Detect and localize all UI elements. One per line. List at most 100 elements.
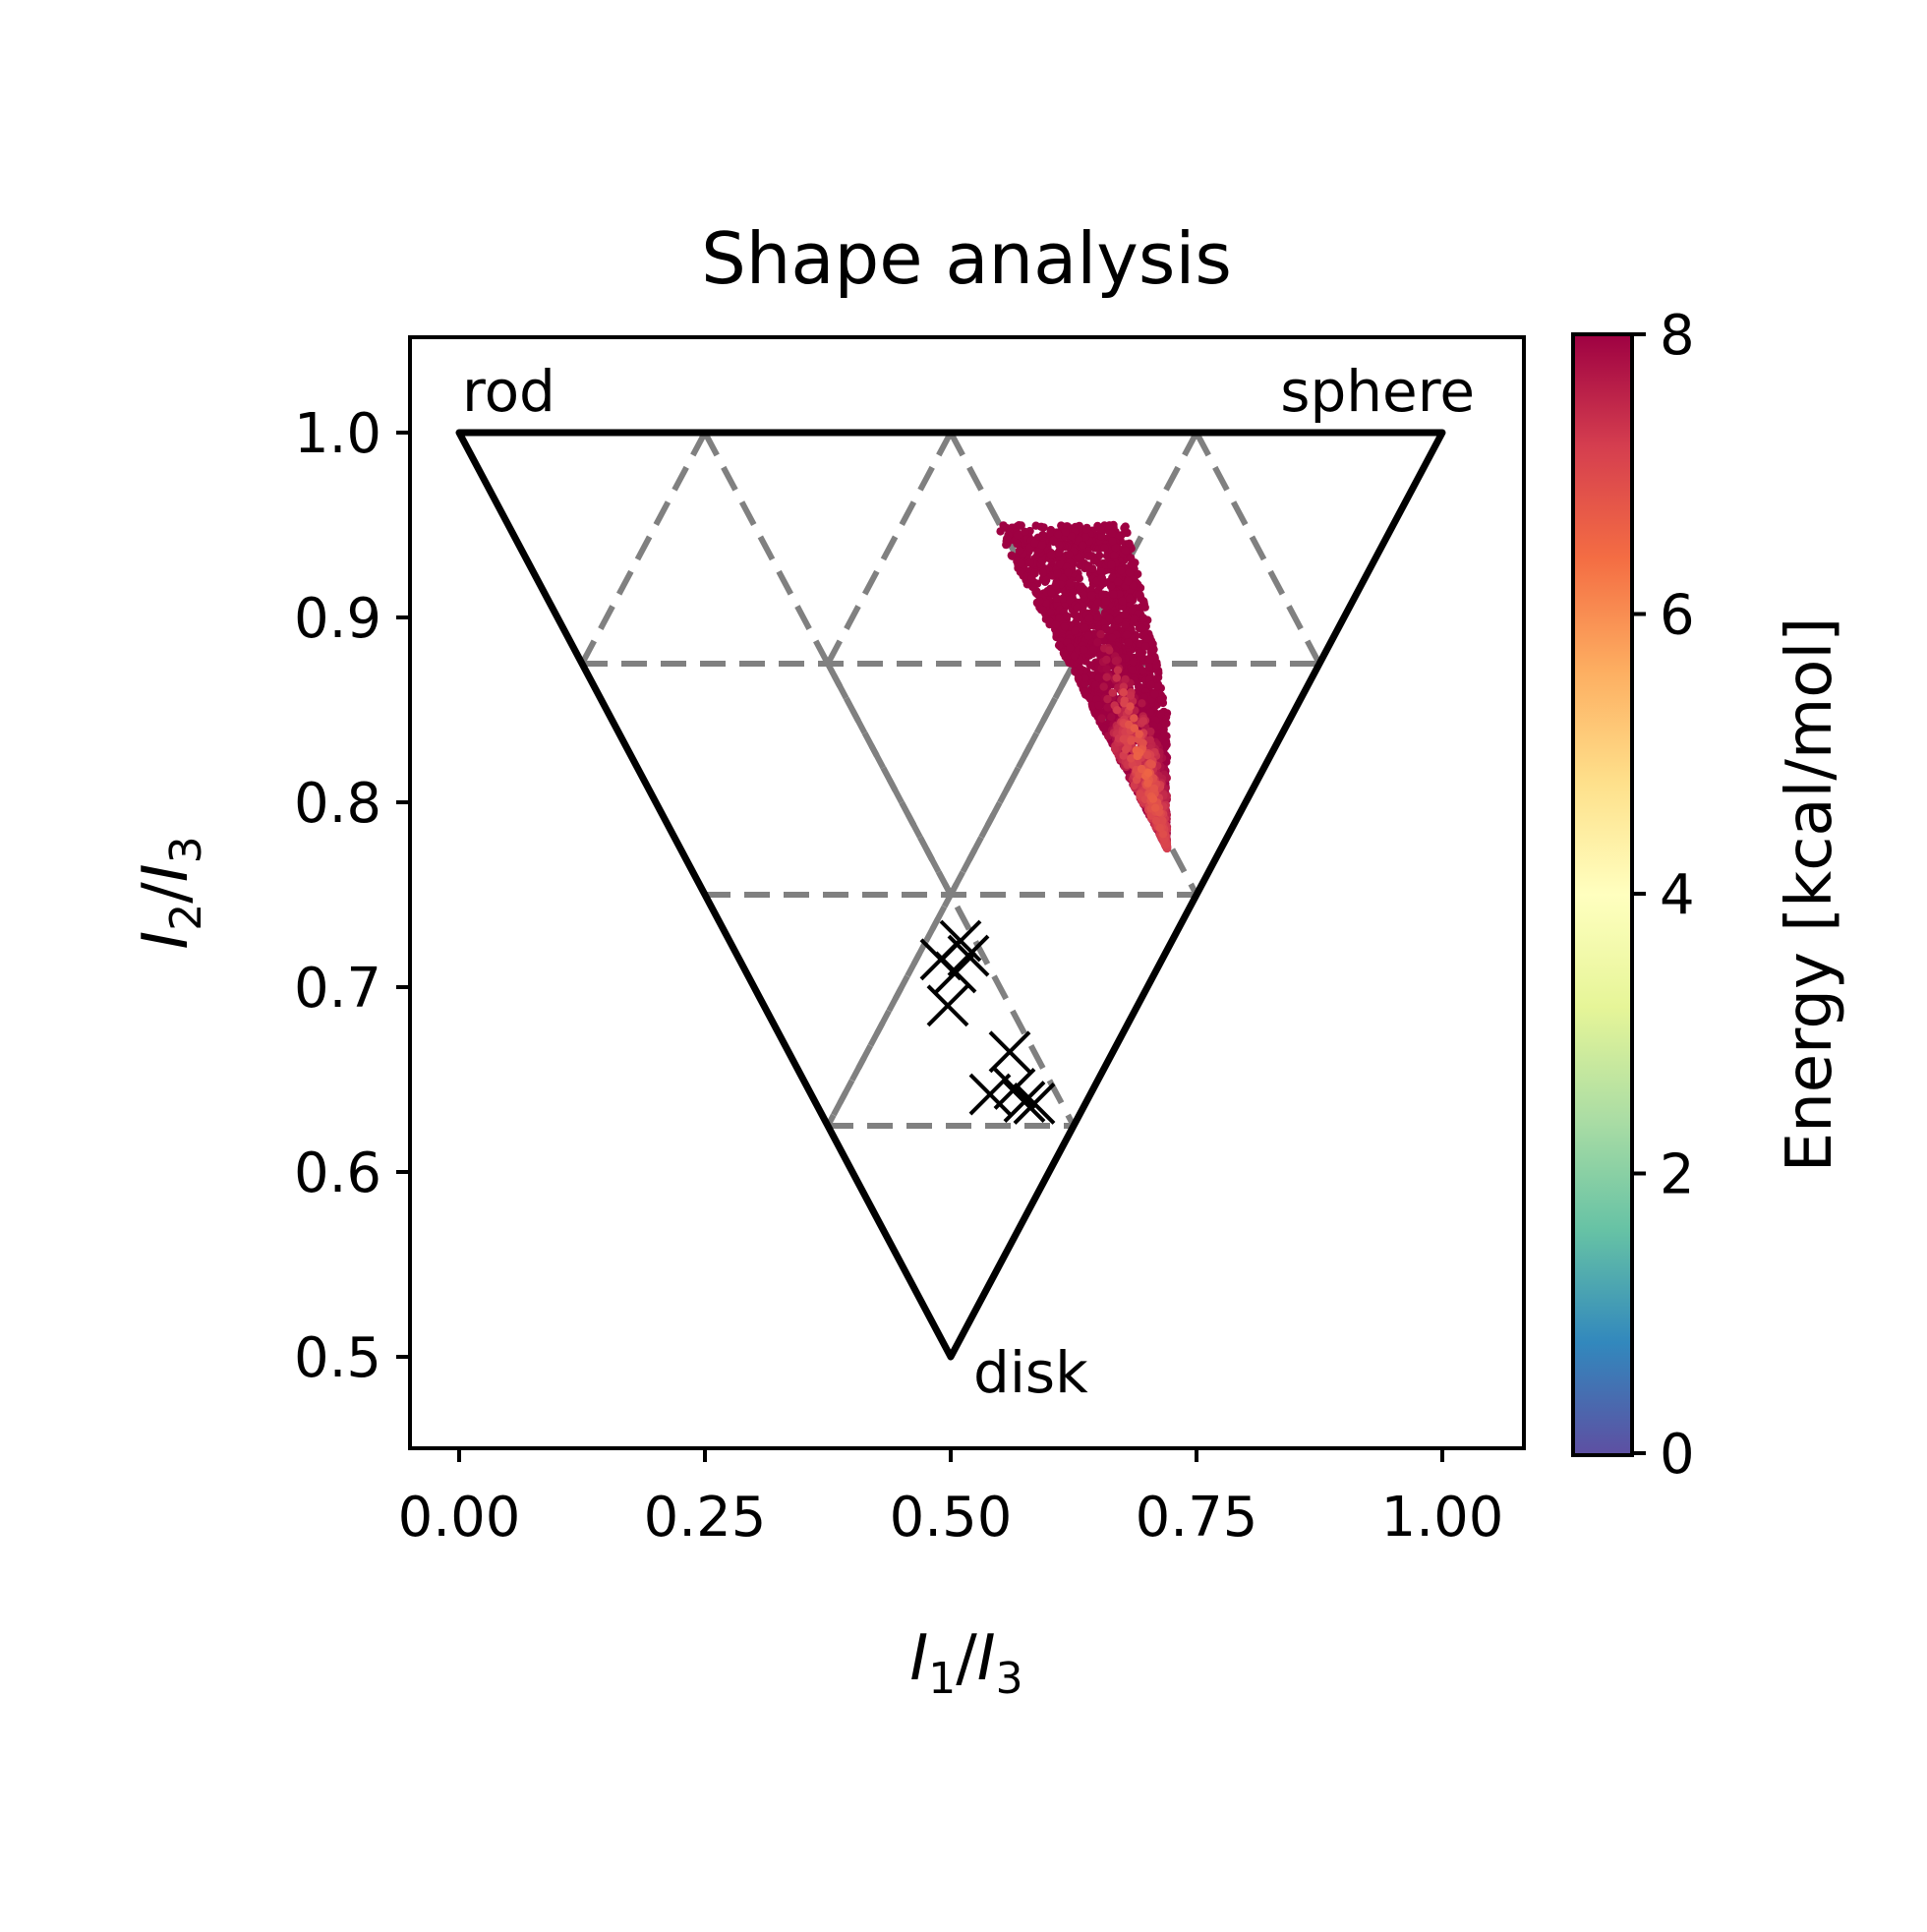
scatter-point bbox=[1160, 731, 1169, 740]
scatter-point bbox=[1093, 613, 1102, 621]
scatter-point bbox=[1146, 727, 1155, 736]
scatter-point bbox=[1064, 567, 1073, 577]
scatter-point bbox=[1101, 597, 1111, 606]
scatter-point bbox=[1031, 589, 1041, 598]
scatter-point bbox=[1080, 679, 1089, 688]
scatter-point bbox=[1155, 823, 1165, 833]
scatter-point bbox=[1034, 597, 1044, 606]
scatter-point bbox=[1049, 535, 1058, 545]
scatter-point bbox=[1138, 699, 1146, 708]
scatter-point bbox=[1102, 673, 1111, 681]
scatter-point bbox=[1108, 688, 1117, 697]
scatter-point bbox=[1074, 553, 1083, 561]
scatter-point bbox=[1082, 525, 1091, 534]
scatter-point bbox=[1144, 663, 1154, 672]
scatter-point bbox=[1038, 568, 1048, 577]
scatter-point bbox=[1148, 639, 1157, 649]
scatter-cloud bbox=[996, 520, 1172, 853]
triangle-outline bbox=[455, 429, 1446, 1361]
scatter-point bbox=[1158, 830, 1168, 839]
scatter-point bbox=[1021, 527, 1029, 536]
scatter-point bbox=[1105, 521, 1114, 530]
scatter-point bbox=[1055, 541, 1064, 550]
scatter-point bbox=[1093, 599, 1102, 608]
scatter-point bbox=[1113, 577, 1123, 586]
colorbar-tick-label: 2 bbox=[1660, 1143, 1695, 1207]
scatter-point bbox=[1092, 694, 1101, 704]
scatter-point bbox=[1025, 558, 1034, 567]
scatter-point bbox=[1053, 569, 1062, 578]
y-label-sub2: 3 bbox=[161, 836, 211, 863]
scatter-point bbox=[1089, 556, 1099, 564]
y-tick-label: 0.5 bbox=[294, 1326, 381, 1390]
y-tick-label: 0.7 bbox=[294, 957, 381, 1021]
x-axis-ticks: 0.00 0.25 0.50 0.75 1.00 bbox=[398, 1448, 1504, 1550]
scatter-point bbox=[1102, 655, 1111, 665]
scatter-point bbox=[1066, 643, 1075, 652]
y-axis-ticks: 0.5 0.6 0.7 0.8 0.9 1.0 bbox=[294, 402, 410, 1390]
scatter-point bbox=[1148, 794, 1158, 803]
scatter-point bbox=[1105, 614, 1114, 622]
scatter-point bbox=[1121, 546, 1130, 556]
x-tick-label: 1.00 bbox=[1381, 1486, 1504, 1550]
scatter-point bbox=[1139, 717, 1148, 726]
y-label-main: I bbox=[130, 931, 203, 950]
scatter-point bbox=[1099, 724, 1109, 732]
scatter-point bbox=[1096, 567, 1106, 576]
x-axis-label: I1/I3 bbox=[909, 1622, 1022, 1704]
scatter-point bbox=[1080, 687, 1089, 697]
vertex-label-sphere: sphere bbox=[1280, 358, 1475, 425]
scatter-point bbox=[1111, 657, 1121, 666]
guide-line bbox=[825, 662, 954, 897]
scatter-point bbox=[1053, 530, 1063, 539]
scatter-point bbox=[1107, 633, 1117, 642]
minimum-markers bbox=[919, 919, 1056, 1125]
scatter-point bbox=[1087, 591, 1096, 600]
chart-title: Shape analysis bbox=[701, 217, 1232, 300]
scatter-point bbox=[1110, 744, 1120, 753]
scatter-point bbox=[1125, 594, 1135, 603]
scatter-point bbox=[1052, 594, 1062, 603]
vertex-label-disk: disk bbox=[973, 1339, 1088, 1406]
scatter-point bbox=[1046, 608, 1055, 617]
scatter-point bbox=[1080, 645, 1088, 655]
x-label-slash: / bbox=[956, 1622, 977, 1695]
colorbar-tick-label: 6 bbox=[1660, 584, 1695, 648]
scatter-point bbox=[1127, 754, 1136, 763]
scatter-point bbox=[1151, 803, 1160, 812]
x-label-main2: I bbox=[977, 1622, 996, 1695]
colorbar bbox=[1571, 332, 1634, 1457]
scatter-point bbox=[1156, 709, 1165, 719]
scatter-point bbox=[1116, 566, 1126, 575]
scatter-point bbox=[1130, 724, 1139, 732]
vertex-label-rod: rod bbox=[462, 358, 555, 425]
scatter-point bbox=[1015, 546, 1024, 556]
scatter-point bbox=[1059, 648, 1069, 658]
scatter-point bbox=[1055, 614, 1064, 622]
scatter-point bbox=[1095, 651, 1105, 660]
minimum-marker bbox=[1003, 1081, 1046, 1123]
colorbar-label: Energy [kcal/mol] bbox=[1774, 617, 1846, 1172]
scatter-point bbox=[1120, 611, 1129, 619]
scatter-point bbox=[1136, 649, 1144, 658]
scatter-point bbox=[1103, 694, 1112, 704]
scatter-point bbox=[1134, 569, 1142, 579]
scatter-point bbox=[1100, 544, 1109, 553]
scatter-point bbox=[1065, 659, 1075, 668]
scatter-point bbox=[1127, 554, 1136, 562]
scatter-point bbox=[1061, 528, 1070, 537]
scatter-point bbox=[1129, 561, 1139, 570]
scatter-point bbox=[1080, 623, 1089, 632]
scatter-point bbox=[1113, 706, 1122, 715]
scatter-point bbox=[1013, 530, 1022, 540]
scatter-point bbox=[1027, 574, 1036, 583]
minimum-marker bbox=[993, 1067, 1036, 1110]
scatter-point bbox=[1097, 532, 1106, 541]
scatter-point bbox=[1125, 568, 1135, 577]
scatter-point bbox=[1094, 673, 1104, 682]
scatter-point bbox=[1140, 603, 1149, 612]
scatter-point bbox=[1085, 693, 1095, 703]
scatter-point bbox=[1022, 580, 1032, 589]
scatter-point bbox=[1103, 703, 1113, 712]
